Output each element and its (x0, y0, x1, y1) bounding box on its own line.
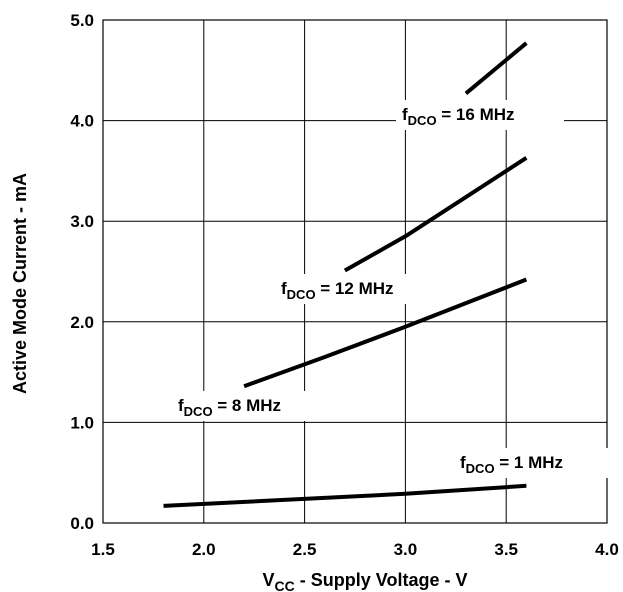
series-line-4 (464, 41, 528, 95)
x-tick-label: 2.5 (293, 540, 317, 559)
plot-frame (102, 19, 608, 524)
series-lines (163, 41, 528, 508)
series-label-3: fDCO = 12 MHz (281, 279, 394, 302)
x-axis-label: VCC - Supply Voltage - V (263, 570, 468, 592)
series-line-1 (163, 483, 527, 508)
y-tick-label: 4.0 (70, 112, 94, 131)
x-tick-label: 3.0 (394, 540, 418, 559)
y-tick-label: 1.0 (70, 413, 94, 432)
series-label-2: fDCO = 8 MHz (178, 396, 281, 419)
series-label-background (172, 391, 340, 421)
x-axis-label-main: V (263, 570, 275, 590)
series-label-4: fDCO = 16 MHz (402, 105, 515, 128)
y-axis-label: Active Mode Current - mA (10, 173, 30, 394)
x-tick-label: 1.5 (91, 540, 115, 559)
x-tick-label: 2.0 (192, 540, 216, 559)
y-tick-label: 3.0 (70, 212, 94, 231)
series-labels: fDCO = 1 MHz fDCO = 8 MHz fDCO = 12 MHz fDC… (172, 100, 622, 478)
tick-labels: 1.5 2.0 2.5 3.0 3.5 4.0 0.0 1.0 2.0 3.0 4.0 5.0 (70, 11, 618, 559)
series-label-background (275, 274, 443, 304)
x-axis-label-rest: - Supply Voltage - V (295, 570, 468, 590)
series-line-2 (243, 277, 528, 389)
series-label-background (454, 448, 622, 478)
x-tick-label: 4.0 (595, 540, 619, 559)
grid-lines (103, 20, 607, 523)
x-axis-label-sub: CC (275, 578, 295, 592)
series-label-background (396, 100, 564, 130)
y-tick-label: 2.0 (70, 313, 94, 332)
y-tick-label: 5.0 (70, 11, 94, 30)
y-tick-label: 0.0 (70, 514, 94, 533)
x-tick-label: 3.5 (494, 540, 518, 559)
series-line-3 (343, 156, 528, 273)
series-label-1: fDCO = 1 MHz (460, 453, 563, 476)
